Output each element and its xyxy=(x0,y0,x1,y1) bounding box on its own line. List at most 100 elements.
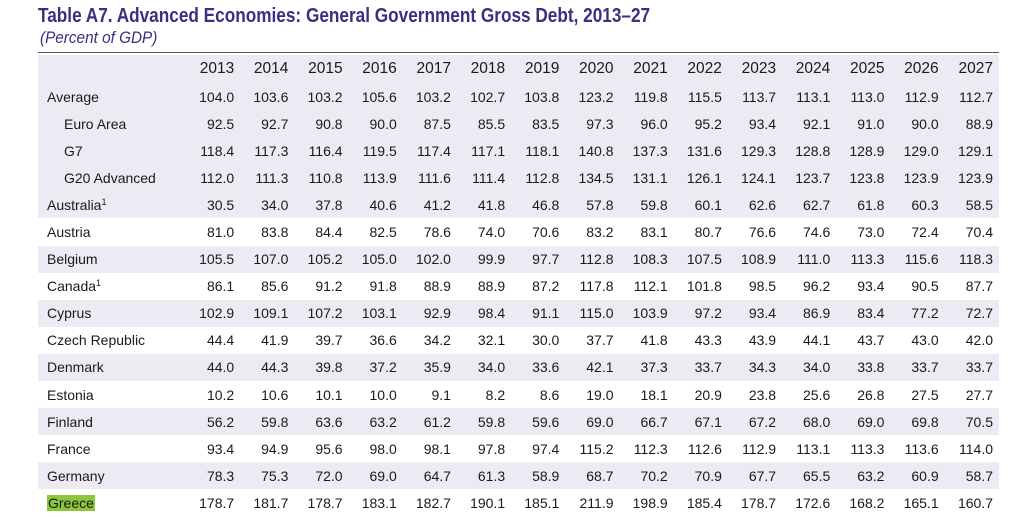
value-cell: 70.9 xyxy=(673,462,728,490)
value-cell: 90.0 xyxy=(348,110,403,138)
value-cell: 44.4 xyxy=(186,326,241,354)
value-cell: 83.4 xyxy=(836,299,891,327)
year-header: 2022 xyxy=(673,55,728,83)
value-cell: 111.6 xyxy=(402,164,457,192)
value-cell: 115.6 xyxy=(890,245,945,273)
year-header: 2026 xyxy=(890,55,945,83)
value-cell: 105.0 xyxy=(348,245,403,273)
value-cell: 30.5 xyxy=(186,191,241,219)
table-row: Austria 81.0 83.8 84.4 82.5 78.6 74.0 70.6 83.2 8… xyxy=(38,218,999,246)
value-cell: 33.8 xyxy=(836,353,891,382)
value-cell: 76.6 xyxy=(727,218,783,246)
value-cell: 116.4 xyxy=(294,137,349,165)
value-cell: 111.3 xyxy=(240,164,295,192)
value-cell: 59.8 xyxy=(619,191,674,219)
value-cell: 178.7 xyxy=(727,489,783,517)
value-cell: 113.1 xyxy=(782,435,837,463)
value-cell: 99.9 xyxy=(456,245,512,273)
value-cell: 117.3 xyxy=(240,137,295,165)
value-cell: 69.0 xyxy=(348,462,403,490)
row-label: Cyprus xyxy=(38,299,186,327)
value-cell: 190.1 xyxy=(456,489,512,517)
value-cell: 62.7 xyxy=(782,191,837,219)
value-cell: 70.2 xyxy=(619,462,674,490)
table-row: Estonia 10.2 10.6 10.1 10.0 9.1 8.2 8.6 19.0 18.1… xyxy=(38,381,999,409)
value-cell: 34.2 xyxy=(402,326,457,354)
value-cell: 178.7 xyxy=(294,489,349,517)
value-cell: 78.6 xyxy=(402,218,457,246)
table-row: Belgium 105.5 107.0 105.2 105.0 102.0 99.9 97.7… xyxy=(38,245,999,273)
value-cell: 43.3 xyxy=(673,326,728,354)
row-label: Finland xyxy=(38,408,186,436)
footnote-marker: 1 xyxy=(96,278,102,289)
value-cell: 97.2 xyxy=(673,299,728,327)
value-cell: 87.7 xyxy=(944,272,999,300)
value-cell: 37.3 xyxy=(619,353,674,382)
value-cell: 67.1 xyxy=(673,408,728,436)
value-cell: 67.2 xyxy=(727,408,783,436)
value-cell: 33.7 xyxy=(944,353,999,382)
value-cell: 112.8 xyxy=(511,164,566,192)
row-label-text: Denmark xyxy=(47,359,104,376)
value-cell: 91.8 xyxy=(348,272,403,300)
table-subtitle: (Percent of GDP) xyxy=(40,28,158,47)
row-label: Euro Area xyxy=(38,110,186,138)
value-cell: 118.4 xyxy=(186,137,241,165)
value-cell: 10.2 xyxy=(186,381,241,409)
value-cell: 119.8 xyxy=(619,83,674,111)
value-cell: 97.7 xyxy=(511,245,566,273)
footnote-marker: 1 xyxy=(101,196,107,207)
value-cell: 74.0 xyxy=(456,218,512,246)
value-cell: 181.7 xyxy=(240,489,295,517)
value-cell: 44.0 xyxy=(186,353,241,382)
row-label: G7 xyxy=(38,137,186,165)
value-cell: 69.8 xyxy=(890,408,945,436)
value-cell: 103.2 xyxy=(402,83,457,111)
value-cell: 43.9 xyxy=(727,326,783,354)
row-label: France xyxy=(38,435,186,463)
value-cell: 178.7 xyxy=(186,489,241,517)
value-cell: 183.1 xyxy=(348,489,403,517)
value-cell: 32.1 xyxy=(456,326,512,354)
value-cell: 61.2 xyxy=(402,408,457,436)
value-cell: 160.7 xyxy=(944,489,999,517)
value-cell: 109.1 xyxy=(240,299,295,327)
value-cell: 83.1 xyxy=(619,218,674,246)
value-cell: 103.6 xyxy=(240,83,295,111)
value-cell: 113.1 xyxy=(782,83,837,111)
value-cell: 86.1 xyxy=(186,272,241,300)
value-cell: 34.0 xyxy=(240,191,295,219)
value-cell: 113.0 xyxy=(836,83,891,111)
value-cell: 85.5 xyxy=(456,110,512,138)
row-label: Czech Republic xyxy=(38,326,186,354)
value-cell: 41.8 xyxy=(619,326,674,354)
value-cell: 64.7 xyxy=(402,462,457,490)
value-cell: 36.6 xyxy=(348,326,403,354)
row-label-text: Australia xyxy=(47,196,102,213)
row-label-text: Belgium xyxy=(47,251,98,268)
value-cell: 117.1 xyxy=(456,137,512,165)
value-cell: 43.0 xyxy=(890,326,945,354)
value-cell: 60.3 xyxy=(890,191,945,219)
value-cell: 63.2 xyxy=(836,462,891,490)
value-cell: 129.1 xyxy=(944,137,999,165)
table-row: Denmark 44.0 44.3 39.8 37.2 35.9 34.0 33.6 42.1 3… xyxy=(38,353,999,382)
row-label: Estonia xyxy=(38,381,186,409)
value-cell: 101.8 xyxy=(673,272,728,300)
value-cell: 25.6 xyxy=(782,381,837,409)
row-label-text: Average xyxy=(47,88,99,105)
value-cell: 23.8 xyxy=(727,381,783,409)
row-label-text: Finland xyxy=(47,413,93,430)
value-cell: 168.2 xyxy=(836,489,891,517)
value-cell: 58.5 xyxy=(944,191,999,219)
year-header: 2023 xyxy=(727,55,783,83)
year-header: 2017 xyxy=(402,55,457,83)
row-label: Belgium xyxy=(38,245,186,273)
value-cell: 70.6 xyxy=(511,218,566,246)
value-cell: 92.5 xyxy=(186,110,241,138)
value-cell: 61.8 xyxy=(836,191,891,219)
value-cell: 86.9 xyxy=(782,299,837,327)
row-label: G20 Advanced xyxy=(38,164,186,192)
value-cell: 39.8 xyxy=(294,353,349,382)
value-cell: 56.2 xyxy=(186,408,241,436)
